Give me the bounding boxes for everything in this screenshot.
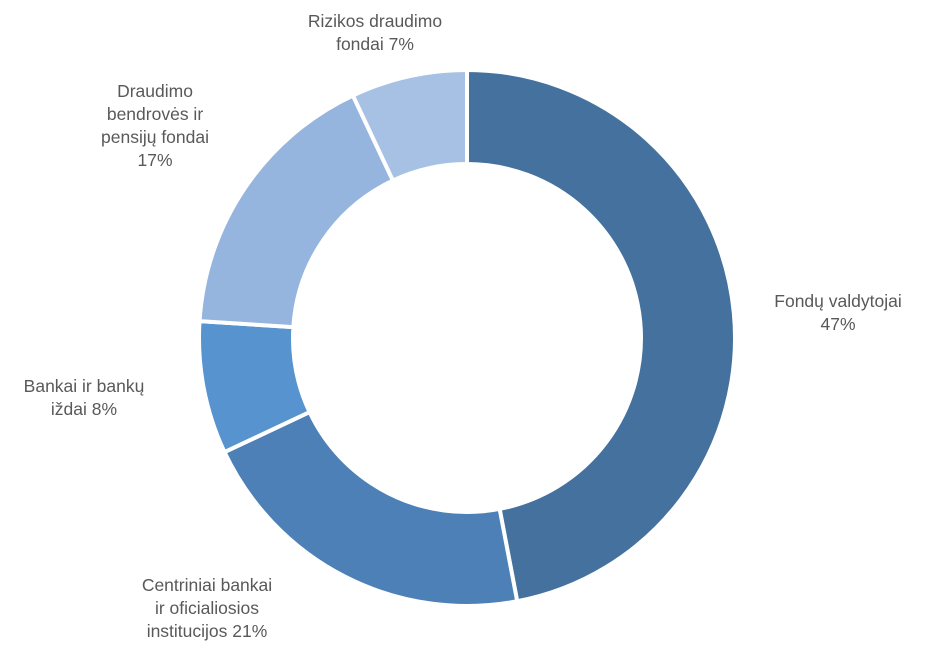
slice-label-bankai: Bankai ir bankų iždai 8% xyxy=(23,376,145,419)
donut-slice-0 xyxy=(465,67,737,604)
slice-label-fondu-valdytojai: Fondų valdytojai 47% xyxy=(774,291,902,334)
slice-label-centriniai-bankai: Centriniai bankai ir oficialiosios insti… xyxy=(141,575,273,641)
slice-label-rizikos-draudimo-fondai: Rizikos draudimo fondai 7% xyxy=(307,11,443,54)
donut-slice-4 xyxy=(350,67,469,184)
slice-label-draudimo-bendroves: Draudimo bendrovės ir pensijų fondai 17% xyxy=(101,81,209,170)
donut-slice-1 xyxy=(221,409,520,608)
